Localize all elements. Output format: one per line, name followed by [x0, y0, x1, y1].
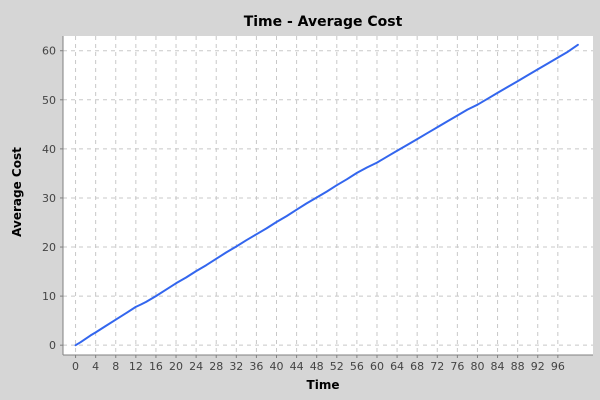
x-tick-label: 4 — [92, 360, 99, 373]
x-tick-label: 48 — [310, 360, 324, 373]
x-tick-label: 76 — [450, 360, 464, 373]
y-tick-label: 10 — [42, 290, 56, 303]
grid — [63, 36, 593, 355]
series-group — [74, 43, 579, 347]
y-axis-title: Average Cost — [10, 147, 24, 237]
x-tick-label: 40 — [270, 360, 284, 373]
x-tick-label: 72 — [430, 360, 444, 373]
x-tick-label: 20 — [169, 360, 183, 373]
x-axis-title: Time — [307, 378, 340, 392]
x-tick-label: 32 — [229, 360, 243, 373]
y-tick-label: 60 — [42, 45, 56, 58]
x-tick-label: 12 — [129, 360, 143, 373]
x-tick-label: 44 — [290, 360, 304, 373]
y-tick-label: 50 — [42, 94, 56, 107]
x-tick-label: 96 — [551, 360, 565, 373]
y-tick-label: 40 — [42, 143, 56, 156]
x-tick-label: 36 — [249, 360, 263, 373]
x-tick-label: 60 — [370, 360, 384, 373]
x-tick-label: 56 — [350, 360, 364, 373]
x-tick-label: 92 — [531, 360, 545, 373]
x-tick-label: 24 — [189, 360, 203, 373]
y-axis-ticks: 0 10 20 30 40 50 60 — [42, 45, 63, 352]
x-tick-label: 80 — [470, 360, 484, 373]
x-tick-label: 84 — [491, 360, 505, 373]
x-tick-label: 28 — [209, 360, 223, 373]
chart-title: Time - Average Cost — [244, 14, 403, 30]
x-tick-label: 16 — [149, 360, 163, 373]
x-axis-ticks: 0 4 8 12 16 20 24 28 32 36 40 44 48 52 56 60 64 68 72 76 80 8… — [72, 355, 565, 373]
x-tick-label: 8 — [112, 360, 119, 373]
x-tick-label: 68 — [410, 360, 424, 373]
y-tick-label: 20 — [42, 241, 56, 254]
x-tick-label: 0 — [72, 360, 79, 373]
axes — [62, 36, 593, 356]
x-tick-label: 64 — [390, 360, 404, 373]
x-tick-label: 88 — [511, 360, 525, 373]
x-tick-label: 52 — [330, 360, 344, 373]
y-tick-label: 0 — [49, 339, 56, 352]
series-line — [74, 43, 579, 347]
y-tick-label: 30 — [42, 192, 56, 205]
